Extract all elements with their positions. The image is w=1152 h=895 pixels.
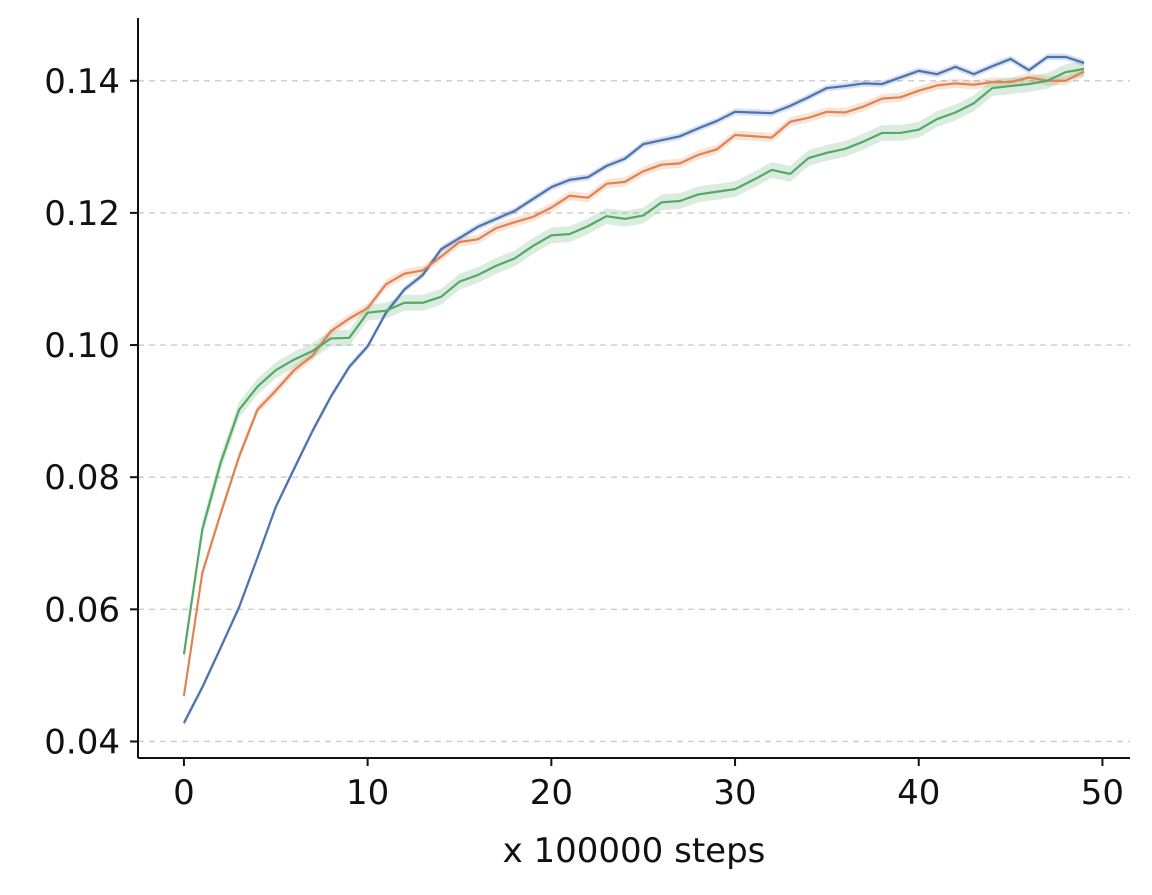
y-tick-label: 0.10 (44, 326, 120, 366)
x-tick-label: 30 (713, 773, 756, 813)
x-tick-label: 10 (346, 773, 389, 813)
x-tick-label: 50 (1081, 773, 1124, 813)
y-tick-label: 0.14 (44, 62, 120, 102)
x-axis-label: x 100000 steps (503, 831, 766, 871)
confidence-bands (183, 53, 1085, 727)
x-axis-ticks: 0 10 20 30 40 50 (173, 758, 1124, 813)
series-1-band (183, 53, 1085, 727)
x-tick-label: 0 (173, 773, 195, 813)
y-tick-label: 0.12 (44, 194, 120, 234)
series-2-band (183, 66, 1085, 701)
x-tick-label: 40 (897, 773, 940, 813)
axes (137, 18, 1130, 759)
y-tick-label: 0.08 (44, 458, 120, 498)
x-tick-label: 20 (530, 773, 573, 813)
series-lines (182, 55, 1085, 724)
y-tick-label: 0.04 (44, 722, 120, 762)
grid-lines (138, 80, 1130, 743)
y-axis-ticks: 0.04 0.06 0.08 0.10 0.12 0.14 (44, 62, 138, 762)
series-1-line (182, 55, 1085, 724)
series-2-line (182, 70, 1085, 697)
y-tick-label: 0.06 (44, 590, 120, 630)
series-3-line (182, 67, 1085, 655)
